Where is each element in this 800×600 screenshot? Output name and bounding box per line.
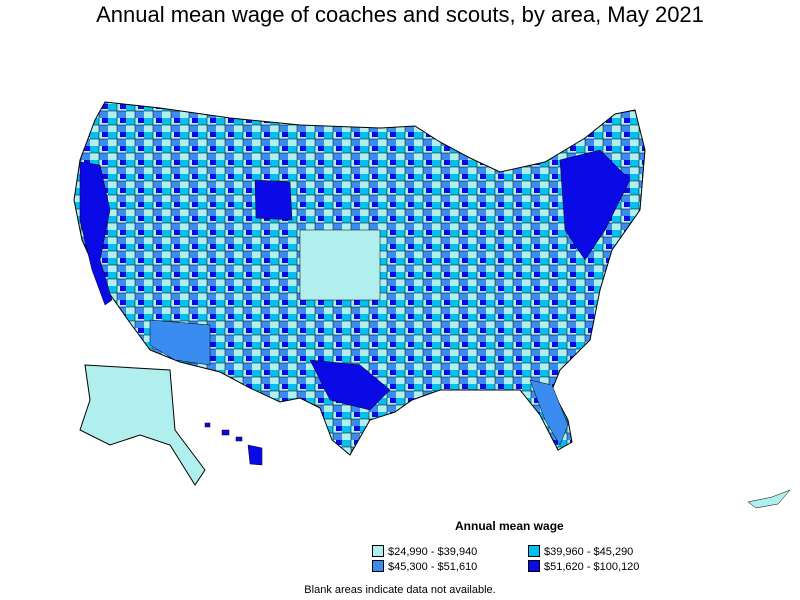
region-plains xyxy=(299,229,381,301)
map-title: Annual mean wage of coaches and scouts, … xyxy=(96,2,704,27)
region-southwest xyxy=(149,319,211,366)
region-texas-central xyxy=(309,359,391,411)
legend-swatch-4 xyxy=(528,560,540,572)
puerto-rico xyxy=(747,489,791,509)
us-wage-map xyxy=(73,101,791,509)
legend-item-4: $51,620 - $100,120 xyxy=(528,560,639,573)
legend-swatch-1 xyxy=(372,545,384,557)
legend-title: Annual mean wage xyxy=(455,519,564,533)
alaska xyxy=(79,364,206,486)
region-wyoming xyxy=(254,179,293,221)
region-northeast xyxy=(559,149,631,261)
legend-item-2: $39,960 - $45,290 xyxy=(528,545,633,558)
region-west-coast xyxy=(79,161,113,306)
legend-swatch-2 xyxy=(528,545,540,557)
legend-swatch-3 xyxy=(372,560,384,572)
hawaii xyxy=(204,422,263,466)
footnote: Blank areas indicate data not available. xyxy=(304,584,496,596)
legend-item-1: $24,990 - $39,940 xyxy=(372,545,477,558)
legend-item-3: $45,300 - $51,610 xyxy=(372,560,477,573)
region-florida xyxy=(529,379,569,446)
